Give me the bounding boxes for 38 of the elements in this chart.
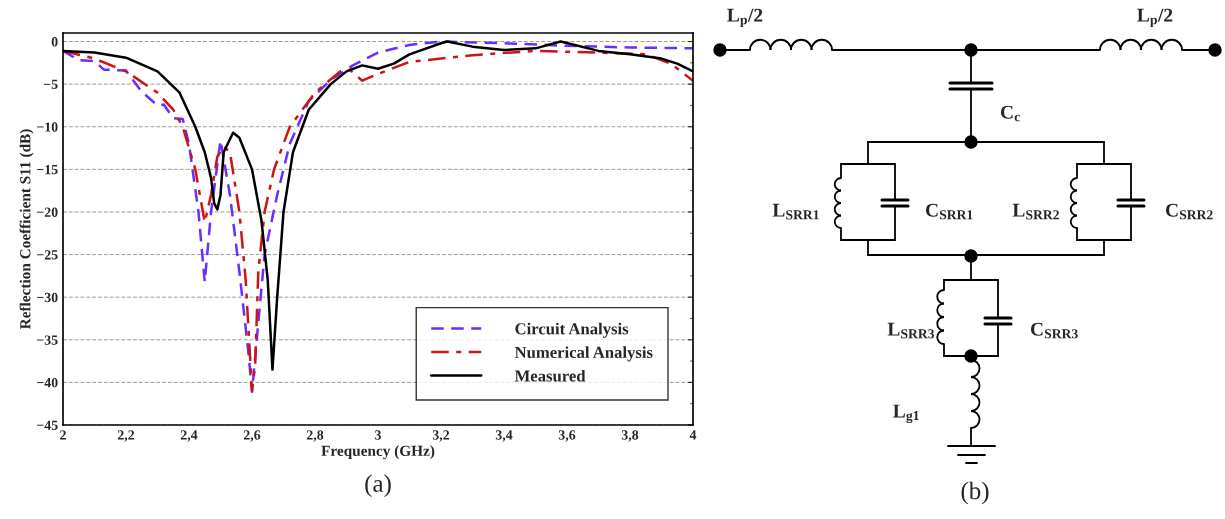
x-tick-label: 3,4 [495, 430, 513, 442]
y-tick-label: −25 [37, 250, 58, 260]
y-tick-label: −5 [44, 79, 58, 90]
text: C$_{SRR2}$ [1165, 203, 1213, 220]
text: L$_{SRR3}$ [887, 322, 935, 339]
text: C$_{SRR3}$ [1030, 322, 1078, 339]
y-tick-label: 0 [51, 37, 58, 47]
legend-label: Numerical Analysis [514, 346, 653, 362]
x-tick-label: 2 [60, 430, 66, 440]
text: L$_{p}$/2 [1137, 8, 1173, 28]
x-tick-label: 3,8 [621, 430, 639, 442]
y-tick-label: −10 [37, 122, 58, 132]
text: L$_{SRR1}$ [772, 203, 819, 220]
x-tick-label: 3,2 [432, 430, 450, 442]
y-tick-label: −40 [37, 377, 58, 388]
text: L$_{p}$/2 [727, 8, 763, 28]
y-axis-title: Reflection Coefficient S11 (dB) [19, 129, 34, 330]
y-tick-label: −15 [37, 165, 58, 175]
text: L$_{SRR2}$ [1012, 203, 1059, 220]
x-tick-label: 2,2 [117, 430, 135, 442]
legend-label: Measured [514, 369, 586, 382]
x-axis-title: Frequency (GHz) [321, 445, 435, 460]
text: (a) [365, 474, 391, 498]
x-tick-label: 4 [689, 430, 697, 440]
text: C$_{SRR1}$ [925, 203, 973, 220]
y-tick-label: −20 [37, 207, 58, 217]
x-tick-label: 2,8 [306, 430, 324, 442]
y-tick-label: −45 [37, 420, 58, 430]
legend-label: Circuit Analysis [515, 322, 629, 338]
x-tick-label: 3,6 [558, 430, 576, 442]
text: L$_{g1}$ [893, 404, 919, 424]
y-tick-label: −35 [37, 335, 58, 345]
x-tick-label: 3 [375, 430, 381, 440]
text: (b) [961, 481, 989, 505]
x-tick-label: 2,4 [180, 430, 198, 442]
x-tick-label: 2,6 [243, 430, 261, 442]
y-tick-label: −30 [37, 292, 58, 303]
text: C$_{c}$ [1000, 105, 1020, 122]
